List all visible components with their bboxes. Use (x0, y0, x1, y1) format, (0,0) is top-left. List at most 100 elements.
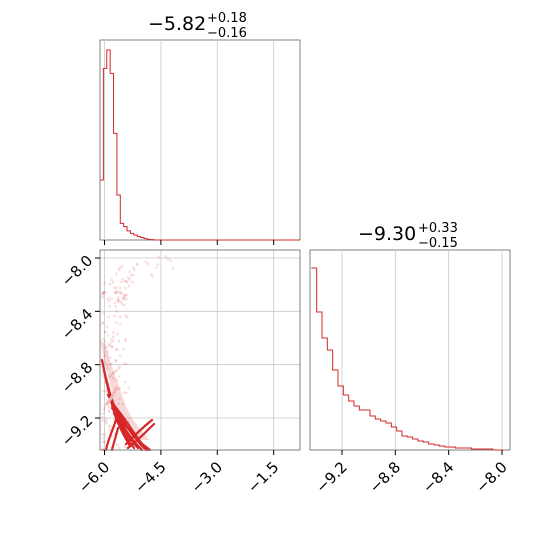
panel-hist-top: −5.82 +0.18 −0.16 (99, 7, 301, 245)
scatter-point (105, 365, 108, 369)
scatter-point (101, 293, 105, 297)
scatter-point (105, 325, 109, 329)
scatter-point (104, 417, 108, 421)
panel-hist-top-title-main: −5.82 (148, 13, 206, 35)
scatter-point (106, 334, 110, 337)
scatter-point (108, 356, 112, 359)
scatter-point (120, 292, 124, 296)
scatter-point (102, 312, 105, 315)
scatter-point (114, 359, 118, 363)
contour-highlight (104, 387, 118, 406)
scatter-point (126, 276, 130, 280)
scatter-point (146, 262, 150, 266)
scatter-point (123, 294, 127, 297)
scatter-point (120, 302, 124, 306)
scatter-point (111, 331, 115, 335)
scatter-point (113, 370, 117, 374)
scatter-point (107, 424, 111, 428)
scatter-point (117, 299, 120, 302)
scatter-point (114, 304, 117, 308)
scatter-point (111, 376, 115, 380)
scatter-point (122, 362, 126, 366)
scatter-point (110, 278, 114, 282)
scatter-point (128, 270, 132, 274)
scatter-point (102, 440, 106, 444)
scatter-point (117, 446, 121, 450)
panel-hist-top-title: −5.82 +0.18 −0.16 (148, 7, 252, 41)
scatter-point (108, 304, 112, 308)
scatter-point (108, 375, 112, 379)
panel-hist-top-frame (99, 39, 301, 241)
scatter-point (118, 266, 122, 270)
x-tick-label: −4.5 (131, 458, 169, 496)
scatter-point (107, 410, 111, 414)
contour-line (104, 418, 118, 452)
scatter-point (117, 367, 120, 370)
y-tick-label: −8.4 (58, 305, 96, 343)
scatter-point (122, 296, 125, 300)
scatter-point (104, 420, 108, 423)
scatter-point (129, 274, 133, 277)
scatter-point (118, 397, 121, 401)
panel-hist-top-xticks (104, 240, 275, 245)
scatter-point (102, 290, 106, 294)
scatter-point (114, 290, 118, 294)
scatter-point (123, 287, 127, 290)
scatter-point (118, 365, 121, 369)
scatter-point (123, 380, 127, 384)
scatter-point (108, 282, 112, 286)
scatter-point (114, 291, 118, 295)
scatter-point (119, 290, 123, 294)
scatter-point (101, 436, 105, 440)
scatter-point (118, 387, 122, 391)
scatter-point (135, 262, 139, 265)
scatter-point (111, 371, 115, 375)
panel-scatter: −6.0 −4.5 −3.0 −1.5 −8.0 −8.4 −8.8 −9.2 (58, 249, 301, 497)
scatter-point (120, 264, 124, 268)
scatter-point (111, 371, 115, 375)
scatter-point (131, 273, 135, 277)
scatter-point (103, 433, 106, 436)
scatter-point (166, 257, 170, 261)
contour-line (110, 426, 120, 452)
scatter-point (125, 315, 129, 319)
panel-scatter-xticks: −6.0 −4.5 −3.0 −1.5 (75, 450, 283, 497)
y-tick-label: −8.8 (58, 358, 96, 396)
scatter-point (150, 274, 154, 278)
scatter-point (105, 367, 109, 371)
scatter-point (101, 432, 105, 436)
scatter-point (118, 286, 122, 290)
scatter-point (101, 295, 105, 299)
panel-hist-right-frame (309, 249, 511, 451)
panel-hist-right-series (311, 267, 504, 451)
scatter-point (110, 345, 113, 348)
scatter-point (107, 344, 111, 348)
scatter-point (101, 321, 105, 325)
panel-hist-right-grid (341, 250, 503, 450)
scatter-point (125, 391, 128, 395)
scatter-point (157, 255, 161, 259)
scatter-point (114, 286, 118, 290)
scatter-point (101, 389, 105, 393)
scatter-point (119, 280, 123, 284)
scatter-point (117, 300, 120, 304)
scatter-point (117, 375, 121, 378)
scatter-point (102, 291, 106, 295)
scatter-point (110, 297, 114, 300)
scatter-point (122, 303, 126, 307)
scatter-point (113, 301, 117, 305)
scatter-point (116, 332, 119, 336)
panel-scatter-grid (100, 250, 300, 450)
scatter-point (127, 386, 131, 390)
scatter-point (102, 440, 106, 444)
scatter-point (116, 296, 120, 300)
y-tick-label: −8.0 (58, 252, 96, 290)
scatter-point (150, 273, 153, 276)
scatter-point (127, 277, 131, 281)
scatter-point (114, 369, 118, 373)
scatter-point (103, 281, 106, 285)
x-tick-label: −8.0 (472, 458, 510, 496)
scatter-point (106, 350, 109, 354)
scatter-point (107, 405, 111, 409)
